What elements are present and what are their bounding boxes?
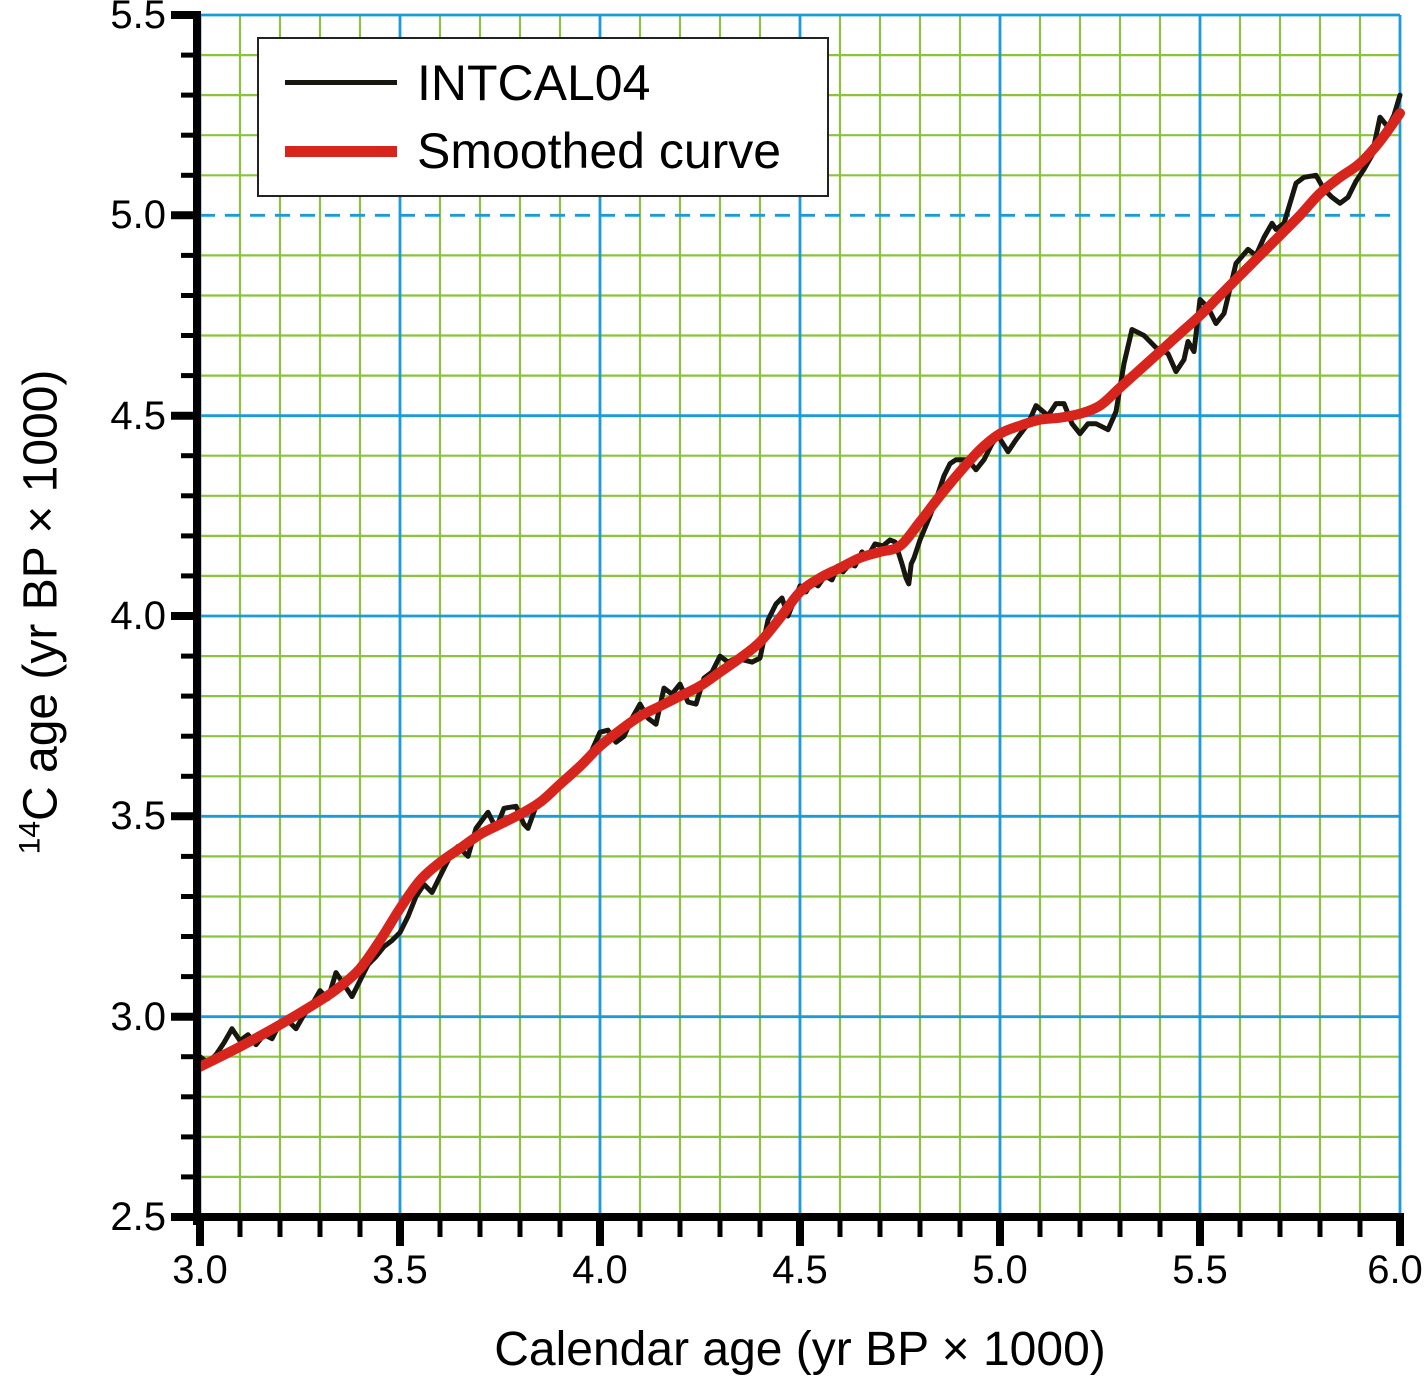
y-tick-label-5-0: 5.0	[110, 193, 166, 237]
major-gridlines	[198, 13, 1402, 1219]
smoothed-curve	[195, 108, 1405, 1072]
axis-ticks	[171, 11, 1404, 1246]
y-tick-label-3-5: 3.5	[110, 794, 166, 838]
legend-entry-intcal04: INTCAL04	[259, 58, 827, 108]
y-axis-title-superscript: 14	[13, 820, 47, 855]
x-tick-label-4-0: 4.0	[572, 1248, 628, 1292]
legend: INTCAL04 Smoothed curve	[257, 37, 829, 197]
x-tick-label-6-0: 6.0	[1367, 1248, 1423, 1292]
y-tick-label-4-5: 4.5	[110, 394, 166, 438]
y-tick-label-5-5: 5.5	[110, 0, 166, 37]
x-tick-label-3-5: 3.5	[372, 1248, 428, 1292]
intcal04-line-swatch	[285, 80, 397, 86]
legend-entry-smoothed: Smoothed curve	[259, 126, 827, 176]
x-axis-title: Calendar age (yr BP × 1000)	[494, 1323, 1106, 1376]
x-tick-label-4-5: 4.5	[772, 1248, 828, 1292]
y-tick-label-2-5: 2.5	[110, 1195, 166, 1239]
axis-spines	[193, 11, 1404, 1225]
data-curves	[195, 92, 1405, 1072]
legend-label-intcal04: INTCAL04	[417, 54, 651, 111]
y-axis-title-text: C age (yr BP × 1000)	[14, 369, 68, 821]
x-tick-label-3-0: 3.0	[172, 1248, 228, 1292]
y-tick-label-3-0: 3.0	[110, 995, 166, 1039]
smoothed-line-swatch	[285, 145, 397, 157]
x-tick-label-5-0: 5.0	[972, 1248, 1028, 1292]
legend-label-smoothed: Smoothed curve	[417, 123, 782, 180]
y-tick-label-4-0: 4.0	[110, 594, 166, 638]
x-tick-label-5-5: 5.5	[1172, 1248, 1228, 1292]
y-axis-title: 14C age (yr BP × 1000)	[4, 370, 69, 855]
